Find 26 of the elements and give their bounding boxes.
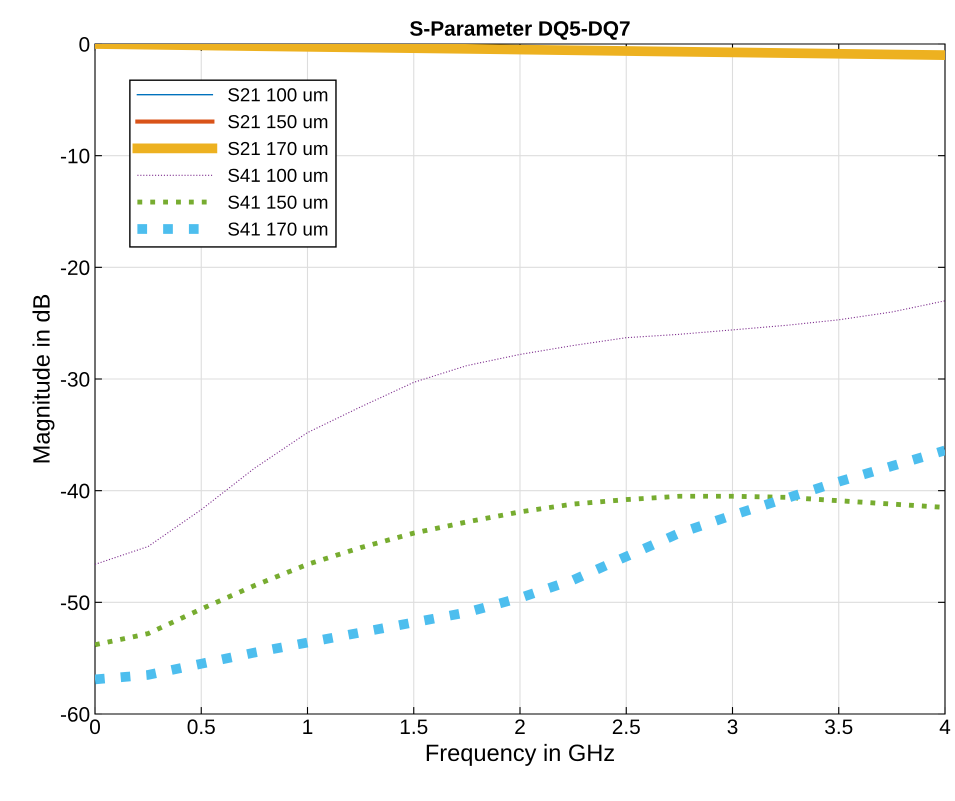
legend-label: S21 150 um <box>228 115 328 128</box>
x-tick-label: 3.5 <box>825 719 852 734</box>
legend-label: S41 170 um <box>228 222 328 236</box>
legend-label: S41 100 um <box>228 168 328 182</box>
y-axis-title: Magnitude in dB <box>32 294 54 462</box>
line-series <box>95 300 945 565</box>
x-tick-label: 1 <box>303 720 312 734</box>
x-tick-label: 3 <box>728 719 738 734</box>
legend-label: S21 170 um <box>228 142 328 156</box>
y-tick-label: -20 <box>60 260 90 276</box>
x-tick-label: 0.5 <box>188 719 215 734</box>
x-tick-label: 2 <box>515 719 525 734</box>
y-tick-label: -10 <box>60 148 90 164</box>
y-tick-label: 0 <box>79 37 90 52</box>
legend-label: S41 150 um <box>228 196 328 209</box>
y-tick-label: -40 <box>60 484 90 498</box>
y-tick-label: -60 <box>60 707 90 722</box>
x-tick-label: 4 <box>940 720 950 734</box>
x-tick-label: 2.5 <box>612 719 640 734</box>
y-tick-label: -30 <box>60 372 90 387</box>
x-tick-label: 0 <box>90 719 100 734</box>
y-tick-label: -50 <box>60 595 90 610</box>
legend-label: S21 100 um <box>228 88 328 102</box>
x-tick-label: 1.5 <box>400 720 428 734</box>
chart-title: S-Parameter DQ5-DQ7 <box>410 21 630 40</box>
x-axis-title: Frequency in GHz <box>426 744 614 766</box>
